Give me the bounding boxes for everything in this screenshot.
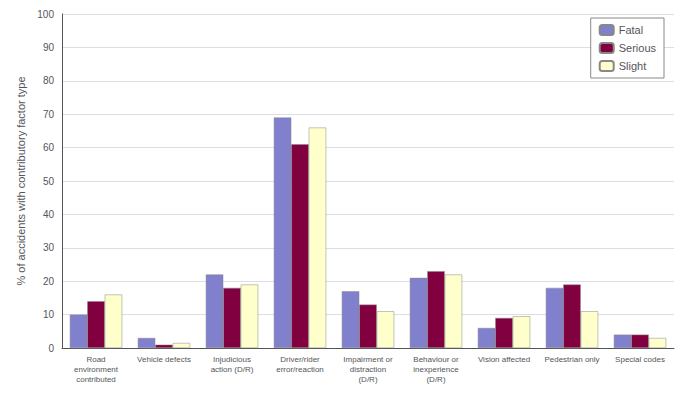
svg-text:Vision affected: Vision affected	[478, 355, 530, 364]
svg-text:Vehicle defects: Vehicle defects	[137, 355, 191, 364]
svg-text:20: 20	[43, 276, 55, 287]
svg-text:contributed: contributed	[76, 375, 116, 384]
svg-text:70: 70	[43, 109, 55, 120]
svg-text:Special codes: Special codes	[615, 355, 665, 364]
svg-text:environment: environment	[74, 365, 119, 374]
svg-text:(D/R): (D/R)	[358, 375, 377, 384]
svg-text:Pedestrian only: Pedestrian only	[544, 355, 599, 364]
svg-text:Serious: Serious	[619, 42, 657, 54]
svg-text:100: 100	[37, 9, 54, 20]
svg-text:error/reaction: error/reaction	[276, 365, 324, 374]
svg-text:60: 60	[43, 142, 55, 153]
svg-text:40: 40	[43, 209, 55, 220]
svg-text:Injudicious: Injudicious	[213, 355, 251, 364]
svg-text:Road: Road	[86, 355, 105, 364]
svg-text:distraction: distraction	[350, 365, 386, 374]
svg-text:inexperience: inexperience	[413, 365, 459, 374]
svg-text:Slight: Slight	[619, 60, 647, 72]
svg-text:% of accidents with contributo: % of accidents with contributory factor …	[15, 76, 27, 285]
svg-text:10: 10	[43, 309, 55, 320]
svg-text:80: 80	[43, 75, 55, 86]
svg-text:Behaviour or: Behaviour or	[413, 355, 459, 364]
svg-text:0: 0	[48, 343, 54, 354]
svg-text:(D/R): (D/R)	[426, 375, 445, 384]
svg-text:30: 30	[43, 242, 55, 253]
svg-text:Driver/rider: Driver/rider	[280, 355, 320, 364]
svg-text:Fatal: Fatal	[619, 24, 643, 36]
svg-text:90: 90	[43, 42, 55, 53]
svg-text:50: 50	[43, 176, 55, 187]
svg-text:action (D/R): action (D/R)	[211, 365, 254, 374]
svg-text:Impairment or: Impairment or	[343, 355, 393, 364]
